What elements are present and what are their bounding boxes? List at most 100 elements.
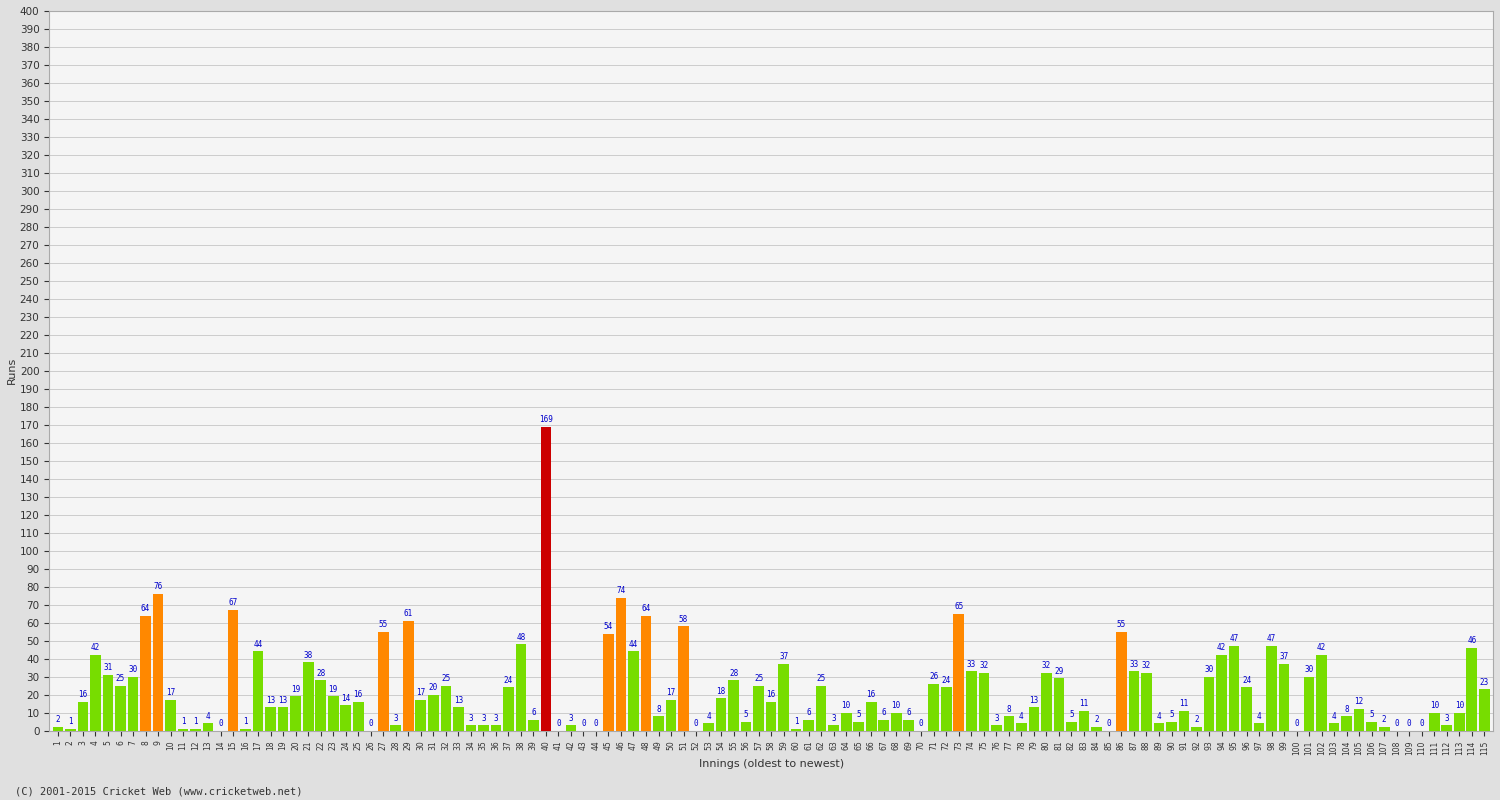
Bar (716, 698, 726, 730)
Text: 25: 25 (116, 674, 124, 683)
Text: 13: 13 (266, 695, 276, 705)
Text: 6: 6 (531, 708, 536, 717)
Text: 32: 32 (1042, 662, 1052, 670)
Bar (940, 687, 951, 730)
Bar (78, 702, 88, 730)
Text: 0: 0 (1407, 719, 1412, 728)
Text: 11: 11 (1179, 699, 1188, 708)
Text: 14: 14 (340, 694, 351, 702)
Text: 48: 48 (516, 633, 525, 642)
Bar (1154, 723, 1164, 730)
Bar (778, 664, 789, 730)
Text: 26: 26 (928, 672, 939, 681)
Bar (1280, 664, 1290, 730)
Bar (228, 610, 238, 730)
Text: 0: 0 (594, 719, 598, 728)
Text: 0: 0 (920, 719, 924, 728)
Bar (352, 702, 363, 730)
Y-axis label: Runs: Runs (8, 357, 16, 385)
Text: 58: 58 (680, 614, 688, 624)
Bar (540, 426, 550, 730)
Bar (328, 697, 339, 730)
Text: 1: 1 (794, 717, 798, 726)
Text: 5: 5 (744, 710, 748, 719)
Bar (1078, 711, 1089, 730)
Text: 30: 30 (1204, 665, 1214, 674)
Text: 4: 4 (1156, 712, 1161, 721)
Text: 20: 20 (429, 683, 438, 692)
Text: 0: 0 (580, 719, 586, 728)
Text: 0: 0 (1395, 719, 1400, 728)
Text: 65: 65 (954, 602, 963, 611)
Text: 24: 24 (504, 676, 513, 685)
Bar (666, 700, 676, 730)
Bar (116, 686, 126, 730)
Bar (140, 615, 152, 730)
Bar (291, 697, 302, 730)
Text: 28: 28 (729, 669, 738, 678)
Text: 33: 33 (1130, 659, 1138, 669)
Bar (416, 700, 426, 730)
Bar (1430, 713, 1440, 730)
Bar (1004, 716, 1014, 730)
Text: 3: 3 (831, 714, 836, 722)
Text: 3: 3 (1444, 714, 1449, 722)
Bar (1203, 677, 1215, 730)
Text: 42: 42 (1216, 643, 1225, 652)
Text: 2: 2 (1094, 715, 1098, 724)
Bar (427, 694, 438, 730)
Text: 42: 42 (1317, 643, 1326, 652)
Bar (1179, 711, 1190, 730)
Bar (490, 726, 501, 730)
Bar (603, 634, 613, 730)
Bar (1128, 671, 1140, 730)
Text: 17: 17 (416, 688, 426, 698)
Bar (1366, 722, 1377, 730)
Bar (1454, 713, 1464, 730)
Text: 64: 64 (642, 604, 651, 613)
Bar (1479, 690, 1490, 730)
Text: 8: 8 (1344, 705, 1348, 714)
Bar (1216, 655, 1227, 730)
Bar (1090, 727, 1101, 730)
Text: 3: 3 (468, 714, 472, 722)
Text: 18: 18 (717, 686, 726, 695)
Bar (954, 614, 964, 730)
Bar (153, 594, 164, 730)
Text: 11: 11 (1080, 699, 1089, 708)
Bar (1304, 677, 1314, 730)
Bar (842, 713, 852, 730)
Bar (879, 720, 890, 730)
Text: 17: 17 (666, 688, 675, 698)
Bar (190, 729, 201, 730)
Text: 8: 8 (1007, 705, 1011, 714)
Bar (390, 726, 400, 730)
Text: 13: 13 (279, 695, 288, 705)
Text: 61: 61 (404, 610, 412, 618)
Bar (1317, 655, 1328, 730)
Text: 44: 44 (254, 640, 262, 649)
Text: 47: 47 (1230, 634, 1239, 643)
Text: 24: 24 (942, 676, 951, 685)
Bar (165, 700, 176, 730)
Bar (90, 655, 101, 730)
Bar (453, 707, 464, 730)
Bar (928, 684, 939, 730)
Text: 4: 4 (706, 712, 711, 721)
Text: 31: 31 (104, 663, 112, 672)
Text: 0: 0 (219, 719, 224, 728)
Text: 29: 29 (1054, 666, 1064, 676)
Text: 6: 6 (882, 708, 886, 717)
Text: 4: 4 (206, 712, 210, 721)
Text: 0: 0 (556, 719, 561, 728)
Bar (178, 729, 189, 730)
Text: 19: 19 (328, 685, 338, 694)
Text: 64: 64 (141, 604, 150, 613)
Text: 30: 30 (1305, 665, 1314, 674)
X-axis label: Innings (oldest to newest): Innings (oldest to newest) (699, 759, 843, 769)
Text: 5: 5 (1168, 710, 1174, 719)
Bar (865, 702, 876, 730)
Bar (1066, 722, 1077, 730)
Bar (266, 707, 276, 730)
Text: 16: 16 (766, 690, 776, 699)
